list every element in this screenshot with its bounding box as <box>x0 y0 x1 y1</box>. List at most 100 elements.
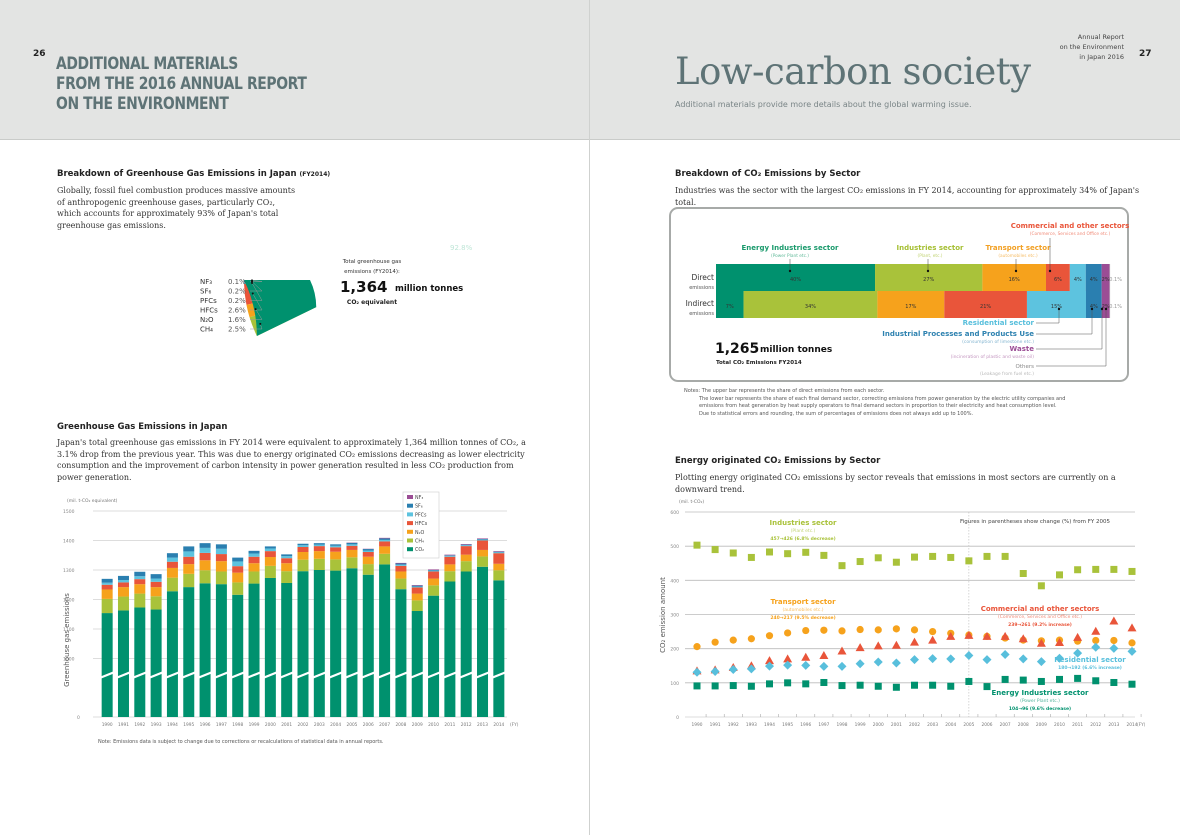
donut-legend-name: N₂O <box>200 316 214 324</box>
energy-section-body: Plotting energy originated CO₂ emissions… <box>675 473 1116 494</box>
bar-segment-pfcs <box>166 557 178 562</box>
x-tick-label: 2014 <box>493 722 504 728</box>
bar-segment-hfcs <box>232 566 244 573</box>
marker-industries-sector <box>1128 567 1136 575</box>
marker-residential-sector <box>1000 649 1010 659</box>
bar-segment-sf <box>477 539 489 540</box>
x-tick-label: 2009 <box>412 722 423 728</box>
bar-segment-ch <box>150 596 162 610</box>
marker-commercial-and-other-sectors <box>783 654 793 663</box>
x-tick-label: 1990 <box>692 722 703 728</box>
marker-industries-sector <box>802 548 810 556</box>
marker-industries-sector <box>983 552 991 560</box>
bar-segment-nf <box>428 569 440 570</box>
x-tick-label: 2005 <box>346 722 357 728</box>
series-sub-label: (Commerce, Services and Office etc.) <box>998 614 1082 620</box>
page-title: Low-carbon society <box>675 50 1031 93</box>
donut-center-line2: emissions (FY2014): <box>344 269 400 275</box>
sector-bar-segment <box>1109 264 1111 291</box>
marker-energy-industries-sector <box>838 682 846 690</box>
marker-commercial-and-other-sectors <box>910 637 919 646</box>
marker-industries-sector <box>747 553 755 561</box>
bar-segment-ch <box>215 571 227 585</box>
y-unit-label: (mil. t-CO₂) <box>679 499 704 505</box>
axis-break-mark <box>148 670 165 680</box>
x-tick-label: 1993 <box>151 722 162 728</box>
marker-industries-sector <box>874 554 882 562</box>
series-name-label: Energy Industries sector <box>992 689 1089 697</box>
sector-section-body: Industries was the sector with the large… <box>675 186 1140 207</box>
bar-segment-ch <box>395 578 407 590</box>
donut-legend-name: SF₆ <box>200 288 211 296</box>
donut-leader-line <box>250 293 263 311</box>
donut-legend-value: 0.2% <box>228 288 246 296</box>
marker-industries-sector <box>820 551 828 559</box>
bar-segment-co <box>428 595 440 717</box>
bar-segment-hfcs <box>117 582 129 588</box>
bar-segment-hfcs <box>313 546 325 552</box>
series-change-label: 239→261 (9.2% increase) <box>1008 622 1072 628</box>
bar-segment-sf <box>346 542 358 545</box>
bar-segment-ch <box>117 596 129 611</box>
donut-legend-value: 2.5% <box>228 326 246 334</box>
bar-segment-pfcs <box>444 555 456 557</box>
sector-note-line: The lower bar represents the share of ea… <box>699 395 1066 402</box>
sector-value-label: 0.1% <box>1109 304 1122 310</box>
marker-energy-industries-sector <box>947 682 955 690</box>
bar-segment-pfcs <box>428 570 440 572</box>
sector-value-label: 2% <box>1102 304 1110 310</box>
bar-segment-co <box>395 589 407 717</box>
marker-energy-industries-sector <box>820 678 828 686</box>
marker-transport-sector <box>929 627 937 636</box>
bar-segment-sf <box>281 554 293 557</box>
bar-segment-ch <box>362 564 374 575</box>
sector-bottom-label: Waste <box>1010 345 1035 353</box>
bar-segment-no <box>183 564 195 574</box>
bar-segment-ch <box>264 565 276 578</box>
axis-break-mark <box>327 670 344 680</box>
donut-legend-value: 1.6% <box>228 316 246 324</box>
row-label-direct-sub: emissions <box>689 285 714 291</box>
marker-transport-sector <box>765 632 774 640</box>
donut-title-text: Breakdown of Greenhouse Gas Emissions in… <box>57 169 297 179</box>
bar-segment-sf <box>232 557 244 562</box>
series-sub-label: (Plant etc.) <box>791 528 816 534</box>
bar-segment-co <box>117 610 129 717</box>
bar-segment-no <box>101 589 113 599</box>
legend-swatch <box>407 521 413 526</box>
x-axis-unit: (FY) <box>510 722 519 728</box>
bar-segment-hfcs <box>199 552 211 561</box>
donut-leader-dot <box>251 280 254 283</box>
legend-label: SF₆ <box>415 504 423 510</box>
bar-segment-sf <box>362 549 374 551</box>
x-tick-label: 2002 <box>298 722 309 728</box>
x-tick-label: 2011 <box>1072 722 1083 728</box>
sector-bottom-sublabel: (consumption of limestone etc.) <box>962 339 1034 345</box>
marker-energy-industries-sector <box>911 681 918 689</box>
bar-segment-ch <box>248 571 260 584</box>
donut-leader-dot <box>251 282 254 285</box>
marker-energy-industries-sector <box>1092 677 1100 685</box>
bar-segment-ch <box>183 573 195 588</box>
marker-commercial-and-other-sectors <box>1091 626 1101 635</box>
bar-segment-no <box>460 554 472 562</box>
sector-top-label: Commercial and other sectors <box>1011 222 1130 230</box>
bar-segment-no <box>362 556 374 565</box>
marker-commercial-and-other-sectors <box>1109 616 1119 625</box>
x-tick-label: 2004 <box>330 722 341 728</box>
header-band <box>0 0 1180 140</box>
x-tick-label: 1998 <box>232 722 243 728</box>
marker-residential-sector <box>1109 643 1119 653</box>
x-tick-label: 1997 <box>216 722 227 728</box>
bar-segment-no <box>117 587 129 597</box>
bar-segment-ch <box>281 571 293 583</box>
marker-commercial-and-other-sectors <box>873 641 883 650</box>
sector-panel <box>669 207 1129 382</box>
left-header-line: FROM THE 2016 ANNUAL REPORT <box>56 74 307 94</box>
axis-break-mark <box>180 670 197 680</box>
bar-segment-no <box>411 593 423 601</box>
bar-segment-hfcs <box>134 579 146 585</box>
x-tick-label: 2004 <box>945 722 956 728</box>
bar-segment-no <box>248 563 260 572</box>
bar-segment-co <box>346 568 358 717</box>
